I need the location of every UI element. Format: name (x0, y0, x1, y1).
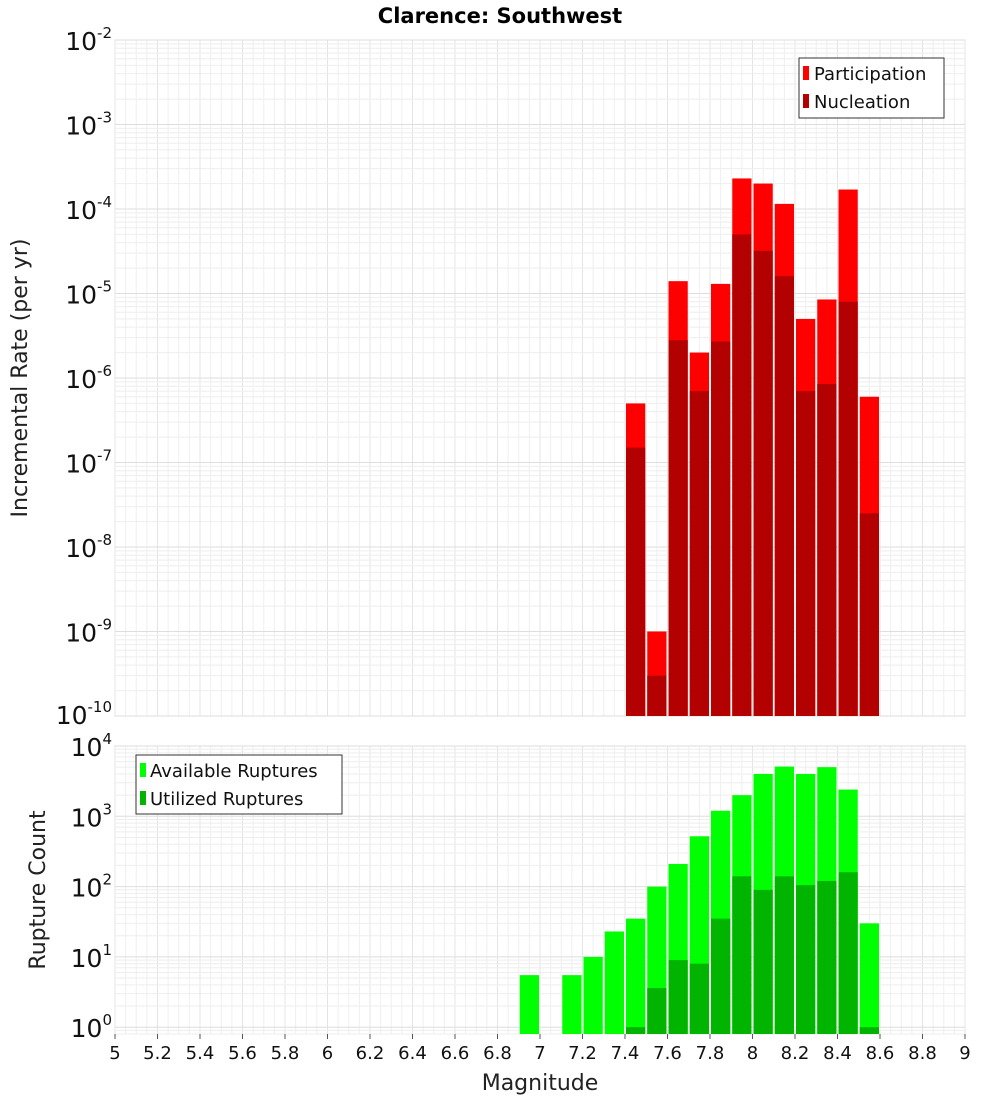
bar-utilized-ruptures (817, 881, 837, 1034)
y-tick-label: 10-5 (65, 278, 112, 310)
bar-utilized-ruptures (711, 918, 731, 1034)
bar-available-ruptures (562, 975, 582, 1034)
bar-nucleation (774, 276, 794, 716)
y-tick-label: 10-8 (65, 531, 112, 563)
x-tick-label: 8.4 (823, 1043, 852, 1064)
x-tick-label: 7.2 (568, 1043, 597, 1064)
x-tick-label: 8.2 (781, 1043, 810, 1064)
bar-nucleation (668, 340, 688, 716)
legend-label-nucleation: Nucleation (814, 92, 910, 113)
bottom-y-axis-label: Rupture Count (26, 810, 51, 970)
bar-nucleation (689, 391, 709, 716)
top-legend: Participation Nucleation (798, 57, 945, 119)
x-axis-ticks: 5 5.2 5.4 5.6 5.8 6 6.2 6.4 6.6 6.8 7 7.2 7.4 7.6 7.8 8… (109, 1034, 971, 1064)
bottom-y-ticks: 100 101 102 103 104 (71, 730, 112, 1043)
top-bars (626, 178, 879, 717)
bar-utilized-ruptures (838, 872, 858, 1034)
y-tick-label: 10-4 (65, 193, 112, 225)
x-tick-label: 9 (959, 1043, 970, 1064)
bar-nucleation (817, 383, 837, 716)
y-tick-label: 10-3 (65, 109, 112, 141)
bar-nucleation (626, 447, 646, 716)
x-tick-label: 6.8 (483, 1043, 512, 1064)
bar-nucleation (859, 513, 879, 716)
bar-available-ruptures (626, 918, 646, 1034)
x-tick-label: 5.2 (143, 1043, 172, 1064)
bar-nucleation (838, 301, 858, 716)
x-tick-label: 6 (322, 1043, 333, 1064)
top-grid (114, 39, 966, 717)
bar-nucleation (796, 391, 816, 716)
legend-swatch-participation (803, 66, 809, 80)
bar-utilized-ruptures (859, 1027, 879, 1034)
legend-swatch-utilized (140, 791, 146, 805)
y-tick-label: 101 (71, 941, 112, 973)
x-tick-label: 8.8 (908, 1043, 937, 1064)
bar-utilized-ruptures (689, 963, 709, 1034)
bar-utilized-ruptures (732, 876, 752, 1034)
bar-available-ruptures (519, 975, 539, 1034)
legend-label-utilized: Utilized Ruptures (150, 789, 303, 810)
y-tick-label: 10-10 (56, 698, 112, 730)
rupture-count-panel: 100 101 102 103 104 5 5.2 5.4 5.6 5.8 6 6.2 6.4 6.6 6… (26, 730, 971, 1096)
bottom-bars (519, 766, 879, 1034)
bar-nucleation (732, 234, 752, 717)
x-tick-label: 7.6 (653, 1043, 682, 1064)
bar-nucleation (647, 675, 667, 716)
legend-label-available: Available Ruptures (150, 761, 318, 782)
x-tick-label: 6.4 (398, 1043, 427, 1064)
x-axis-label: Magnitude (482, 1071, 599, 1096)
y-tick-label: 100 (71, 1011, 112, 1043)
bar-utilized-ruptures (796, 885, 816, 1034)
legend-swatch-available (140, 763, 146, 777)
bar-utilized-ruptures (774, 876, 794, 1034)
bar-available-ruptures (583, 956, 603, 1034)
bar-available-ruptures (859, 923, 879, 1034)
y-tick-label: 103 (71, 800, 112, 832)
y-tick-label: 10-6 (65, 362, 112, 394)
legend-swatch-nucleation (803, 94, 809, 108)
top-y-axis-label: Incremental Rate (per yr) (8, 239, 33, 518)
bar-nucleation (711, 341, 731, 716)
x-tick-label: 5.4 (186, 1043, 215, 1064)
x-tick-label: 5 (109, 1043, 120, 1064)
y-tick-label: 104 (71, 730, 112, 762)
bar-utilized-ruptures (647, 988, 667, 1034)
x-tick-label: 7.4 (611, 1043, 640, 1064)
bottom-legend: Available Ruptures Utilized Ruptures (135, 754, 343, 815)
x-tick-label: 5.8 (271, 1043, 300, 1064)
legend-label-participation: Participation (814, 64, 926, 85)
x-tick-label: 7 (534, 1043, 545, 1064)
bar-utilized-ruptures (753, 889, 773, 1034)
x-tick-label: 5.6 (228, 1043, 257, 1064)
participation-nucleation-panel: 10-10 10-9 10-8 10-7 10-6 10-5 10-4 10-3 10-2 In… (8, 24, 966, 730)
y-tick-label: 10-7 (65, 447, 112, 479)
bar-utilized-ruptures (626, 1027, 646, 1034)
bar-utilized-ruptures (668, 960, 688, 1034)
bar-available-ruptures (604, 931, 624, 1034)
x-tick-label: 7.8 (696, 1043, 725, 1064)
y-tick-label: 102 (71, 871, 112, 903)
top-y-ticks: 10-10 10-9 10-8 10-7 10-6 10-5 10-4 10-3 10-2 (56, 24, 112, 730)
y-tick-label: 10-2 (65, 24, 112, 56)
bar-nucleation (753, 250, 773, 716)
x-tick-label: 8.6 (866, 1043, 895, 1064)
x-tick-label: 6.2 (356, 1043, 385, 1064)
x-tick-label: 6.6 (441, 1043, 470, 1064)
x-tick-label: 8 (747, 1043, 758, 1064)
y-tick-label: 10-9 (65, 616, 112, 648)
chart-title: Clarence: Southwest (378, 4, 622, 28)
